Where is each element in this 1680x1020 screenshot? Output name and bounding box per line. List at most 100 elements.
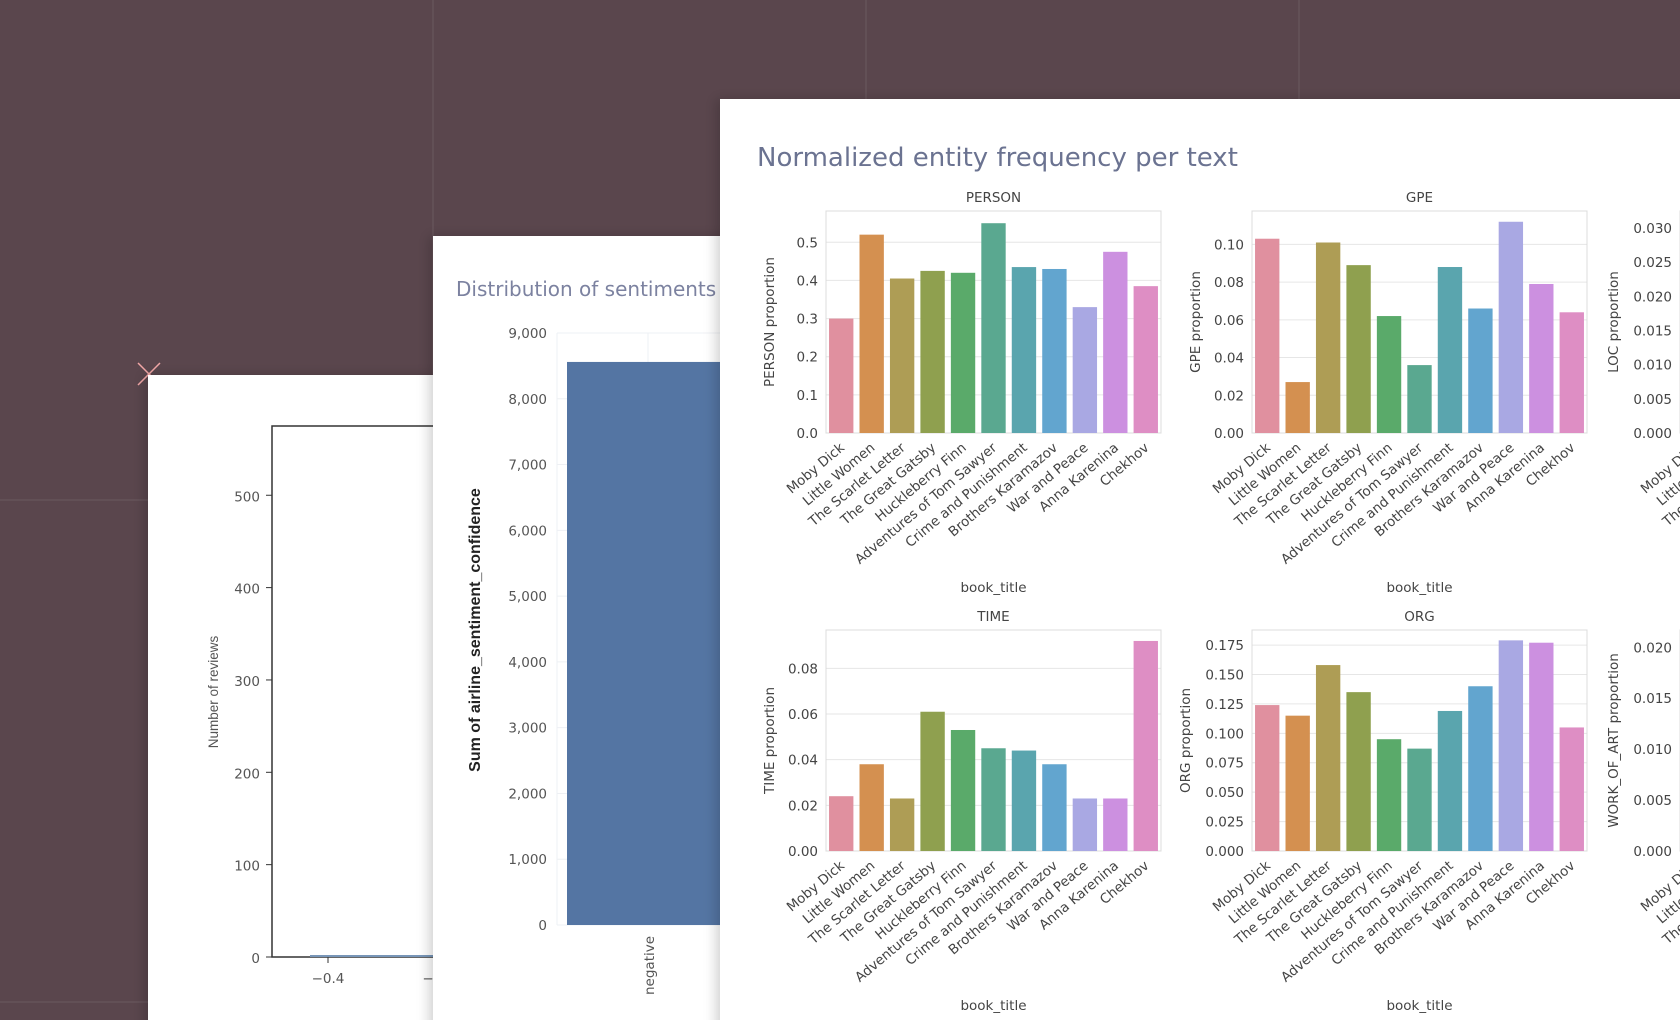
y-tick-label: 0.06 [1214,313,1244,329]
bar [1285,715,1310,851]
y-tick-label: 0.005 [1633,793,1672,809]
subplot-loc: 0.0000.0050.0100.0150.0200.0250.030Moby … [1606,210,1680,530]
bar [1255,238,1280,433]
y-axis-label: ORG proportion [1178,688,1194,793]
y-tick-label: 0.015 [1633,324,1672,340]
sentiment-title: Distribution of sentiments [456,277,716,301]
bar [1346,265,1371,433]
bar [1529,642,1554,851]
y-tick-label: 0.000 [1205,844,1244,860]
y-tick-label: 0.04 [788,753,818,769]
x-tick-label: − [422,971,433,987]
bar [1437,267,1463,433]
bar [829,318,854,433]
bar [1498,221,1524,433]
bar [1468,308,1493,433]
y-tick-label: 0.150 [1205,667,1244,683]
y-tick-label: 300 [234,674,260,690]
y-tick-label: 0.10 [1214,237,1244,253]
bar [859,234,884,433]
y-tick-label: 0.015 [1633,691,1672,707]
bar [1072,307,1098,433]
bar [1407,748,1432,851]
bar [829,796,854,851]
y-tick-label: 0.010 [1633,358,1672,374]
subplot-title: GPE [1406,190,1433,206]
x-tick-label: −0.4 [312,971,345,987]
bar [1042,268,1067,433]
y-tick-label: 200 [234,766,260,782]
y-tick-label: 7,000 [508,458,547,474]
y-tick-label: 0.04 [1214,351,1244,367]
y-tick-label: 0.125 [1205,697,1244,713]
y-tick-label: 0.075 [1205,756,1244,772]
bar [1315,665,1341,851]
y-tick-label: 0.030 [1633,221,1672,237]
bar [981,223,1006,433]
bar [1011,750,1037,851]
y-axis-label: GPE proportion [1188,271,1204,373]
y-tick-label: 0.08 [788,661,818,677]
y-tick-label: 0 [251,951,260,967]
bar [1285,382,1310,433]
y-tick-label: 0.3 [797,312,818,328]
bar [981,748,1006,851]
bar [920,270,945,433]
bar [1559,312,1584,433]
y-tick-label: 0.0 [797,426,818,442]
bar [889,278,915,433]
bar [1529,283,1554,433]
bar [1133,286,1158,433]
y-tick-label: 0.2 [797,350,818,366]
y-tick-label: 0.100 [1205,726,1244,742]
y-tick-label: 0 [538,918,547,934]
subplot-title: TIME [976,609,1009,625]
subplot-title: ORG [1404,609,1434,625]
bar [859,764,884,851]
y-axis-label: PERSON proportion [762,257,778,387]
y-tick-label: 0.06 [788,707,818,723]
y-tick-label: 0.00 [1214,426,1244,442]
bar [1103,251,1128,433]
y-axis-label: Number of reviews [206,635,221,748]
y-tick-label: 0.4 [797,273,818,289]
y-tick-label: 0.020 [1633,640,1672,656]
y-tick-label: 0.050 [1205,785,1244,801]
bar [1103,798,1128,851]
y-tick-label: 0.020 [1633,289,1672,305]
y-tick-label: 400 [234,582,260,598]
bar [1376,739,1402,851]
x-axis-label: book_title [960,580,1026,596]
bar [1468,686,1493,851]
y-tick-label: 6,000 [508,523,547,539]
bar [1042,764,1067,851]
y-axis-label: Sum of airline_sentiment_confidence [467,488,484,772]
y-tick-label: 5,000 [508,589,547,605]
bar [1315,242,1341,433]
y-tick-label: 0.08 [1214,275,1244,291]
y-tick-label: 0.5 [797,235,818,251]
y-tick-label: 2,000 [508,786,547,802]
y-tick-label: 3,000 [508,721,547,737]
y-tick-label: 0.1 [797,388,818,404]
bar [1559,727,1584,851]
y-tick-label: 9,000 [508,326,547,342]
y-tick-label: 0.02 [788,798,818,814]
x-axis-label: book_title [960,998,1026,1014]
y-tick-label: 0.02 [1214,388,1244,404]
bar [1072,798,1098,851]
y-tick-label: 0.025 [1205,815,1244,831]
subplot-title: PERSON [966,190,1021,206]
bar [1376,316,1402,433]
y-tick-label: 0.010 [1633,742,1672,758]
y-axis-label: LOC proportion [1606,271,1622,373]
bar [1498,640,1524,851]
y-tick-label: 0.00 [788,844,818,860]
bar [950,272,976,433]
bar [1133,640,1158,851]
bar [1407,365,1432,433]
y-tick-label: 0.000 [1633,844,1672,860]
y-tick-label: 100 [234,859,260,875]
bar [1346,692,1371,851]
